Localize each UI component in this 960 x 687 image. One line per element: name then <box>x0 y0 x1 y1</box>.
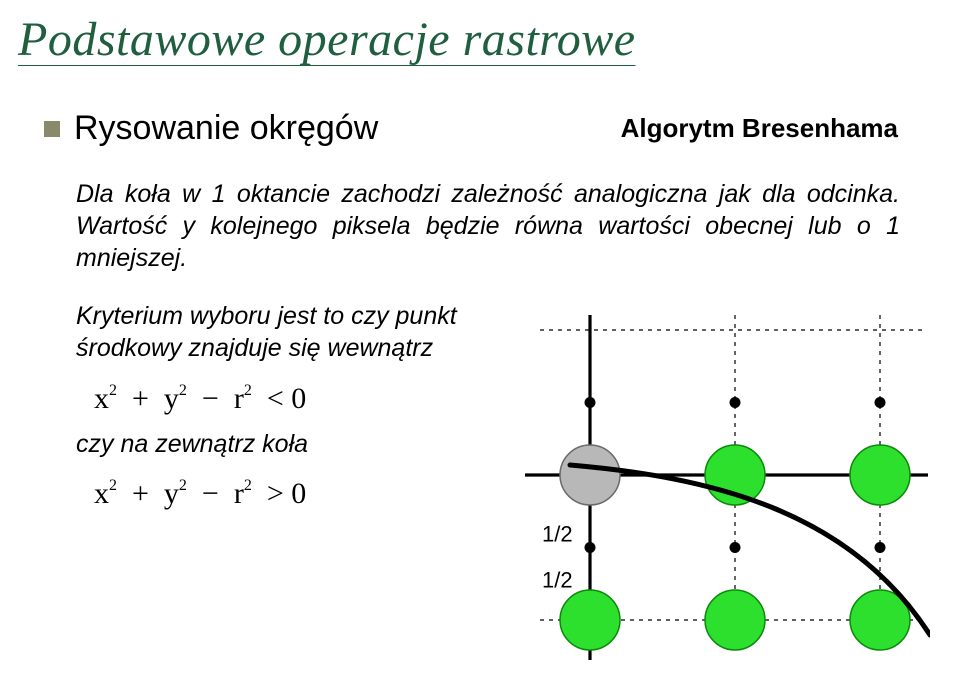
svg-text:1/2: 1/2 <box>542 568 573 593</box>
algorithm-label: Algorytm Bresenhama <box>621 113 898 144</box>
f1-y: y <box>164 382 179 415</box>
bresenham-diagram: 1/2 1/2 <box>520 310 930 670</box>
f2-op: > 0 <box>267 477 306 510</box>
f1-x: x <box>94 382 109 415</box>
criterion-text: Kryterium wyboru jest to czy punkt środk… <box>0 274 510 364</box>
bullet-subtitle: Rysowanie okręgów <box>44 109 378 148</box>
page-title: Podstawowe operacje rastrowe <box>0 0 960 67</box>
bullet-icon <box>44 121 60 137</box>
f2-y: y <box>164 477 179 510</box>
f2-r: r <box>234 477 244 510</box>
f2-x: x <box>94 477 109 510</box>
f1-op: < 0 <box>267 382 306 415</box>
subtitle-text: Rysowanie okręgów <box>74 109 378 148</box>
f1-r: r <box>234 382 244 415</box>
paragraph-1: Dla koła w 1 oktancie zachodzi zależność… <box>0 148 960 274</box>
subtitle-row: Rysowanie okręgów Algorytm Bresenhama <box>0 67 960 148</box>
svg-text:1/2: 1/2 <box>542 522 573 547</box>
